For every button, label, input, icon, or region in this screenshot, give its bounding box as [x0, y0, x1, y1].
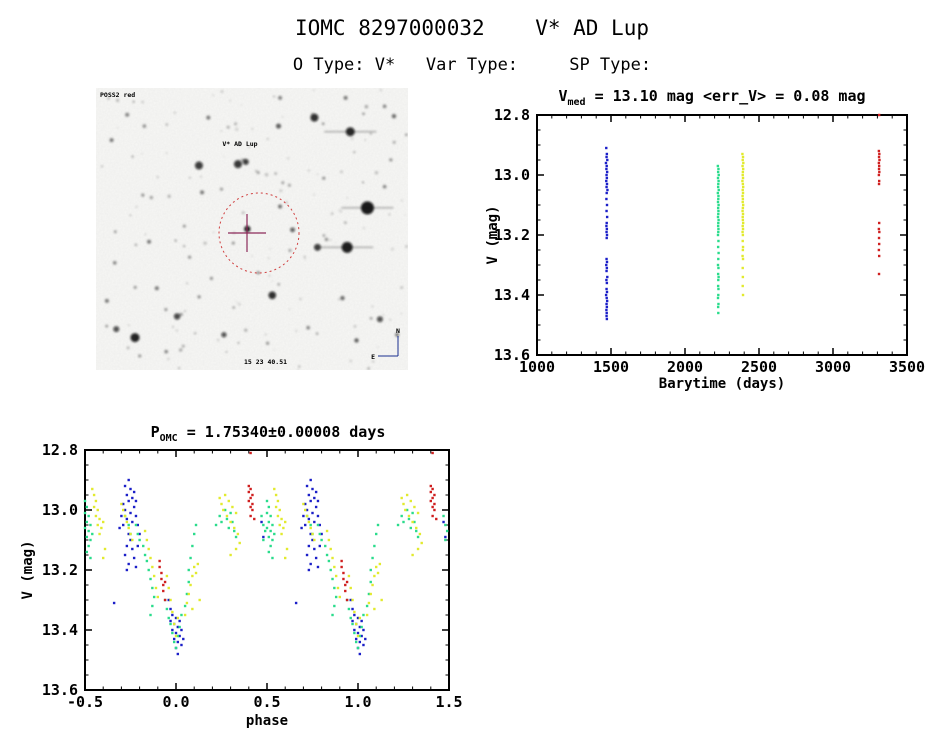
page-title: IOMC 8297000032 V* AD Lup	[294, 16, 649, 40]
svg-text:2000: 2000	[667, 358, 703, 376]
svg-text:3500: 3500	[889, 358, 925, 376]
series-epoch-2225d	[83, 499, 449, 650]
survey-label: POSS2 red	[100, 91, 135, 99]
svg-text:1.0: 1.0	[344, 693, 371, 711]
compass-icon	[378, 336, 399, 357]
svg-text:-0.5: -0.5	[67, 693, 103, 711]
svg-text:13.4: 13.4	[494, 286, 530, 304]
svg-text:13.0: 13.0	[494, 166, 530, 184]
target-circle	[218, 192, 300, 274]
svg-text:12.8: 12.8	[42, 441, 78, 459]
axes	[536, 114, 908, 356]
svg-text:phase: phase	[246, 713, 288, 729]
svg-text:13.4: 13.4	[42, 621, 78, 639]
target-cross-icon	[228, 214, 266, 252]
svg-text:V (mag): V (mag)	[485, 205, 501, 264]
object-type-line: O Type: V* Var Type: SP Type:	[292, 55, 652, 75]
svg-text:V (mag): V (mag)	[20, 540, 36, 599]
period-value: = 1.75340±0.00008 days	[177, 423, 386, 441]
axes	[84, 449, 450, 691]
svg-text:13.2: 13.2	[42, 561, 78, 579]
svg-text:13.2: 13.2	[494, 226, 530, 244]
coordinates-label: 15 23 40.51	[244, 358, 287, 366]
svg-text:0.0: 0.0	[162, 693, 189, 711]
svg-text:12.8: 12.8	[494, 106, 530, 124]
series-epoch-2390d	[91, 487, 423, 638]
vmed-value: = 13.10 mag <err_V> = 0.08 mag	[585, 87, 866, 105]
series-epoch-2225d	[716, 164, 720, 315]
series-epoch-3310d	[158, 451, 438, 602]
series-epoch-1470d	[112, 478, 447, 656]
svg-text:2500: 2500	[741, 358, 777, 376]
time-plot-title: Vmed = 13.10 mag <err_V> = 0.08 mag	[480, 87, 944, 108]
svg-text:13.6: 13.6	[42, 681, 78, 699]
svg-text:0.5: 0.5	[253, 693, 280, 711]
compass-east-label: E	[371, 353, 375, 361]
period-prefix: P	[150, 423, 160, 441]
vmed-prefix: V	[558, 87, 568, 105]
star-field	[101, 88, 408, 371]
phase-folded-plot: -0.5 0.0 0.5 1.0 1.5 12.8 13.0 13.2 13.4 13.6 phas…	[18, 440, 478, 740]
svg-text:Barytime (days): Barytime (days)	[659, 376, 785, 392]
series-epoch-1470d	[604, 146, 609, 321]
svg-text:1000: 1000	[519, 358, 555, 376]
svg-text:1.5: 1.5	[435, 693, 462, 711]
svg-text:3000: 3000	[815, 358, 851, 376]
svg-text:13.0: 13.0	[42, 501, 78, 519]
period-subscript: OMC	[159, 433, 178, 444]
finder-chart: POSS2 red V* AD Lup 15 23 40.51 N E	[96, 88, 408, 371]
svg-text:13.6: 13.6	[494, 346, 530, 364]
series-epoch-3310d	[877, 113, 881, 276]
target-label: V* AD Lup	[222, 140, 257, 148]
phaseplot-svg: -0.5 0.0 0.5 1.0 1.5 12.8 13.0 13.2 13.4 13.6 phas…	[20, 441, 463, 729]
vmed-subscript: med	[567, 97, 586, 108]
time-series-plot: 1000 1500 2000 2500 3000 3500 12.8 13.0 13.2 13.4…	[480, 82, 944, 400]
phase-plot-title: POMC = 1.75340±0.00008 days	[38, 423, 498, 444]
compass-north-label: N	[396, 327, 400, 335]
finder-chart-svg: POSS2 red V* AD Lup 15 23 40.51 N E	[96, 88, 408, 371]
svg-text:1500: 1500	[593, 358, 629, 376]
timeplot-svg: 1000 1500 2000 2500 3000 3500 12.8 13.0 13.2 13.4…	[485, 106, 925, 392]
series-epoch-2390d	[741, 152, 745, 297]
